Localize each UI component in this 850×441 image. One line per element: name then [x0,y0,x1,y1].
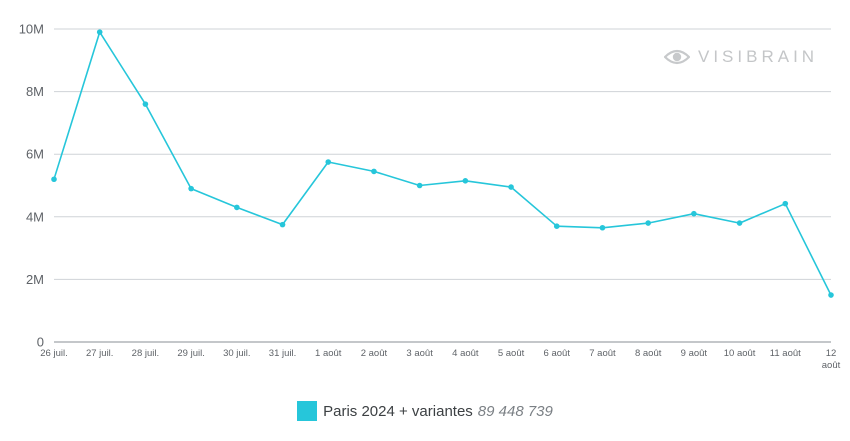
data-point[interactable] [416,182,423,189]
data-point[interactable] [553,223,560,229]
eye-icon [664,49,690,65]
data-point[interactable] [599,224,606,231]
x-tick-label: 8 août [635,348,662,359]
x-tick-label: 30 juil. [223,348,250,359]
legend-series-name[interactable]: Paris 2024 + variantes [323,402,473,420]
data-point[interactable] [508,184,514,190]
x-tick-label: 11 août [770,348,801,359]
y-tick-label: 4M [26,209,44,224]
x-tick-label: 26 juil. [40,348,67,359]
x-tick-label: 12 août [822,348,841,371]
x-tick-label: 31 juil. [269,348,296,359]
data-point[interactable] [279,221,286,228]
x-tick-label: 7 août [589,348,616,359]
data-point[interactable] [96,29,103,35]
y-tick-label: 0 [37,335,44,350]
y-axis-labels: 0 2M 4M 6M 8M 10M [19,22,44,350]
data-point[interactable] [691,210,697,217]
y-tick-label: 8M [26,84,44,99]
x-tick-label: 6 août [544,348,571,359]
legend-series-total: 89 448 739 [477,402,553,420]
x-tick-label: 10 août [724,348,756,359]
chart-legend: Paris 2024 + variantes 89 448 739 [0,398,850,424]
series-line [53,31,832,296]
data-point[interactable] [371,168,377,175]
y-tick-label: 6M [26,147,44,162]
data-point[interactable] [462,178,469,184]
brand-name: VISIBRAIN [698,47,819,66]
data-point[interactable] [188,185,194,192]
x-axis-labels: 26 juil. 27 juil. 28 juil. 29 juil. 30 juil.… [40,348,840,371]
data-point[interactable] [828,292,834,298]
data-point[interactable] [782,200,789,207]
legend-swatch[interactable] [297,401,318,421]
x-tick-label: 29 juil. [177,348,204,359]
data-point[interactable] [325,159,332,165]
series-paris-2024 [51,29,834,298]
x-tick-label: 4 août [452,348,479,359]
y-tick-label: 2M [26,272,44,287]
y-tick-label: 10M [19,22,44,37]
data-point[interactable] [736,220,743,226]
x-tick-label: 1 août [315,348,342,359]
data-point[interactable] [234,204,240,211]
brand-watermark: VISIBRAIN [664,47,818,67]
x-tick-label: 5 août [498,348,525,359]
data-point[interactable] [645,220,651,226]
data-point[interactable] [51,176,57,183]
data-point[interactable] [142,101,149,107]
x-tick-label: 27 juil. [86,348,113,359]
x-tick-label: 2 août [361,348,388,359]
x-tick-label: 3 août [406,348,433,359]
grid-lines [54,28,831,343]
x-tick-label: 9 août [681,348,708,359]
x-tick-label: 28 juil. [132,348,159,359]
